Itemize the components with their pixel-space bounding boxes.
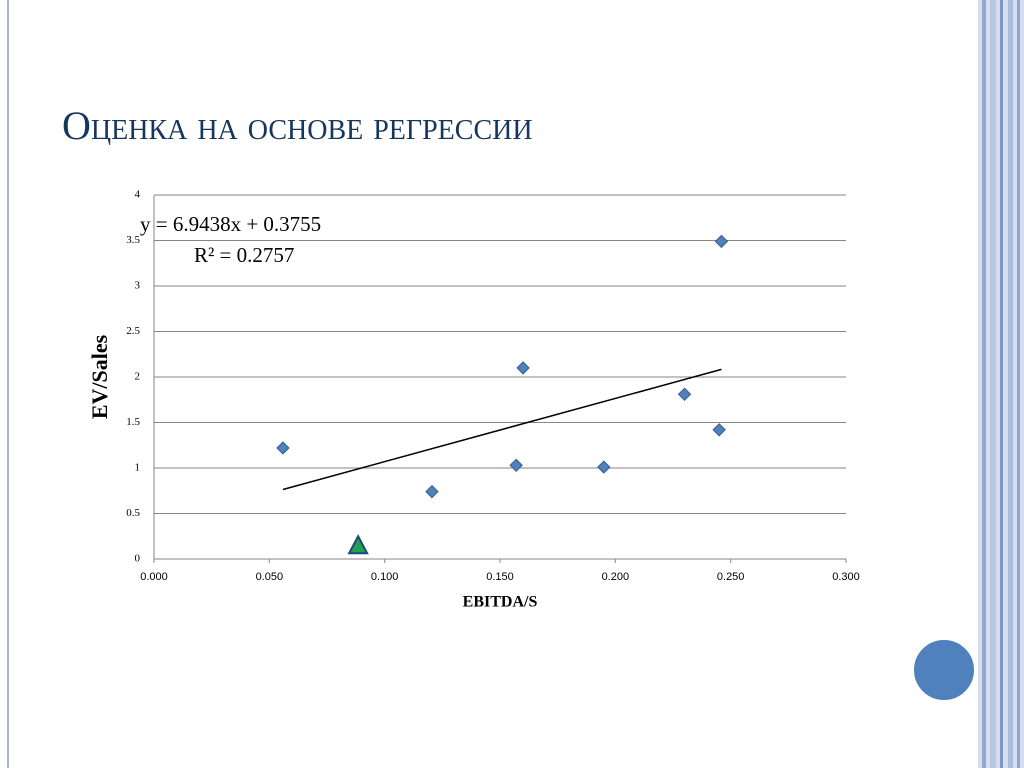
y-tick-label: 1.5 [126,416,140,428]
y-tick-label: 0.5 [126,507,140,519]
x-tick-label: 0.250 [717,571,745,583]
trendline [282,368,722,491]
y-tick-label: 3.5 [126,234,140,246]
x-tick-label: 0.000 [140,571,168,583]
x-tick-label: 0.100 [371,571,399,583]
slide-title: Оценка на основе регрессии [62,103,533,148]
point [347,534,369,555]
y-tick-label: 1 [135,462,141,474]
side-stripe [990,0,996,768]
point [597,460,611,474]
y-axis-label: EV/Sales [87,334,112,419]
point [276,441,290,455]
plot: 0 0.5 1 1.5 2 2.5 3 3.5 4 0.000 0.050 0.100 0.150 0.2… [126,189,860,583]
x-axis-label: EBITDA/S [463,594,538,611]
x-tick-label: 0.300 [832,571,860,583]
x-tick-label: 0.200 [602,571,630,583]
point [516,361,530,375]
side-stripe [1017,0,1020,768]
y-tick-label: 2 [135,371,141,383]
y-tick-label: 3 [135,280,141,292]
side-stripe [1000,0,1003,768]
trend-equation: y = 6.9438x + 0.3755 [140,212,321,236]
point [509,458,523,472]
y-tick-label: 2.5 [126,325,140,337]
x-tick-label: 0.050 [256,571,284,583]
side-stripe [1008,0,1013,768]
x-tick-label: 0.150 [486,571,514,583]
decor-circle [912,638,976,702]
point [712,423,726,437]
y-tick-label: 0 [135,553,141,565]
point [677,387,692,401]
point [714,234,729,249]
y-tick-label: 4 [135,189,141,201]
side-stripe [982,0,986,768]
trend-r2: R² = 0.2757 [194,243,294,267]
point [425,484,439,499]
